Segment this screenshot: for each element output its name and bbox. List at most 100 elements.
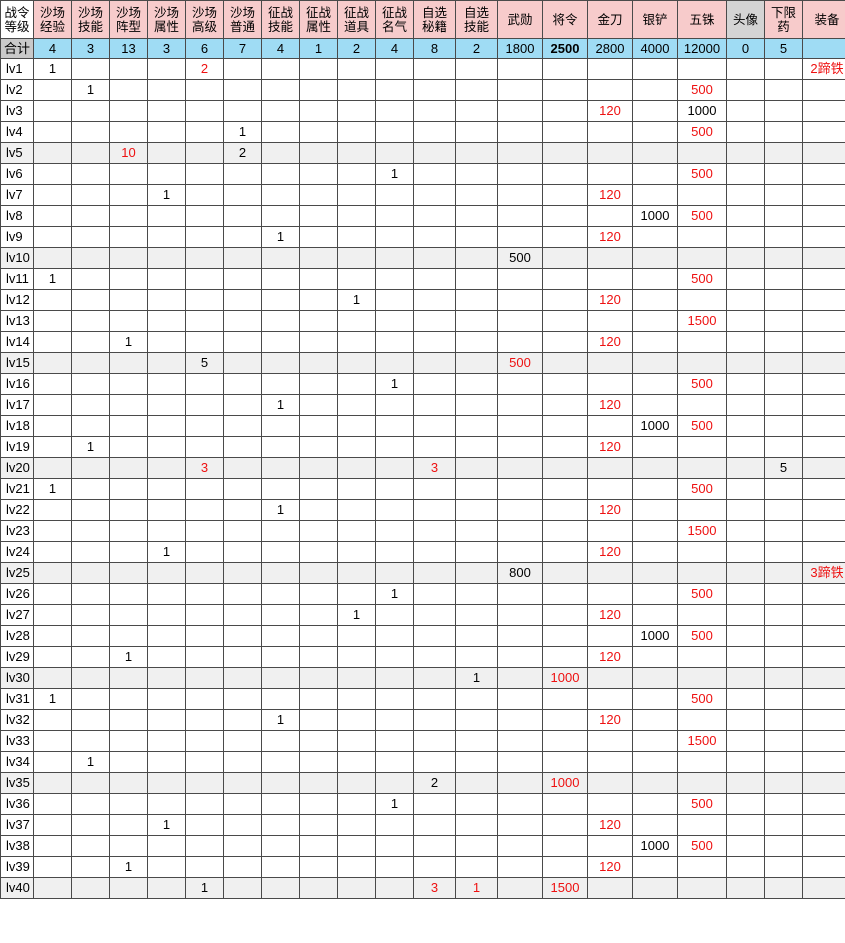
column-header-touxiang[interactable]: 头像	[726, 0, 765, 39]
table-row[interactable]: lv4 1 500	[0, 121, 845, 143]
table-row[interactable]: lv25 800 3蹄铁	[0, 562, 845, 584]
cell-zx_skill	[455, 415, 498, 437]
table-row[interactable]: lv6 1 500	[0, 163, 845, 185]
table-row[interactable]: lv10500300	[0, 247, 845, 269]
cell-sc_norm	[223, 814, 262, 836]
table-row[interactable]: lv31 1 500	[0, 688, 845, 710]
table-row[interactable]: lv35 2 1000	[0, 772, 845, 794]
table-row[interactable]: lv18 1000 500	[0, 415, 845, 437]
cell-zz_item	[337, 793, 376, 815]
cell-sc_norm	[223, 58, 262, 80]
total-cell-zz_skill: 4	[261, 38, 300, 59]
cell-wuxun	[497, 79, 543, 101]
cell-sc_form	[109, 289, 148, 311]
cell-zz_item	[337, 751, 376, 773]
table-row[interactable]: lv22 1 120	[0, 499, 845, 521]
column-header-zz_attr[interactable]: 征战 属性	[299, 0, 338, 39]
table-row[interactable]: lv36 1 500	[0, 793, 845, 815]
table-row[interactable]: lv21 1 500	[0, 478, 845, 500]
table-row[interactable]: lv7 1 120	[0, 184, 845, 206]
column-header-wuxun[interactable]: 武勋	[497, 0, 543, 39]
table-row[interactable]: lv37 1 120	[0, 814, 845, 836]
table-row[interactable]: lv9 1 120	[0, 226, 845, 248]
column-header-zx_book[interactable]: 自选 秘籍	[413, 0, 456, 39]
column-header-line2: 属性	[153, 19, 179, 34]
table-row[interactable]: lv8 1000 500	[0, 205, 845, 227]
table-row[interactable]: lv24 1 120	[0, 541, 845, 563]
row-level-label: lv16	[0, 373, 34, 395]
table-row[interactable]: lv33 1500	[0, 730, 845, 752]
cell-jiangling	[542, 289, 588, 311]
table-row[interactable]: lv341120	[0, 751, 845, 773]
table-row[interactable]: lv26 1 500	[0, 583, 845, 605]
table-row[interactable]: lv16 1 500	[0, 373, 845, 395]
cell-zz_attr	[299, 478, 338, 500]
cell-sc_exp	[33, 772, 72, 794]
cell-zx_book	[413, 289, 456, 311]
cell-sc_form	[109, 457, 148, 479]
table-row[interactable]: lv15 5 500	[0, 352, 845, 374]
column-header-zz_item[interactable]: 征战 道具	[337, 0, 376, 39]
cell-wuzhu	[677, 226, 727, 248]
column-header-line2: 经验	[39, 19, 65, 34]
cell-touxiang	[726, 205, 765, 227]
cell-sc_exp	[33, 436, 72, 458]
table-row[interactable]: lv2 1 500	[0, 79, 845, 101]
column-header-jiangling[interactable]: 将令	[542, 0, 588, 39]
table-row[interactable]: lv29 1 120	[0, 646, 845, 668]
column-header-zz_fame[interactable]: 征战 名气	[375, 0, 414, 39]
table-row[interactable]: lv1 1 2 2蹄铁	[0, 58, 845, 80]
column-header-sc_attr[interactable]: 沙场 属性	[147, 0, 186, 39]
cell-sc_high	[185, 583, 224, 605]
cell-sc_norm	[223, 184, 262, 206]
table-row[interactable]: lv11 1 500	[0, 268, 845, 290]
table-row[interactable]: lv32 1 120	[0, 709, 845, 731]
column-header-sc_skill[interactable]: 沙场 技能	[71, 0, 110, 39]
column-header-zz_skill[interactable]: 征战 技能	[261, 0, 300, 39]
table-row[interactable]: lv401311500500	[0, 877, 845, 899]
table-row[interactable]: lv19 1 120	[0, 436, 845, 458]
cell-jindao	[587, 58, 633, 80]
column-header-zx_skill[interactable]: 自选 技能	[455, 0, 498, 39]
cell-wuxun	[497, 688, 543, 710]
table-row[interactable]: lv17 1 120	[0, 394, 845, 416]
cell-sc_form	[109, 520, 148, 542]
table-row[interactable]: lv3 120 1000	[0, 100, 845, 122]
table-row[interactable]: lv20 3 3 5	[0, 457, 845, 479]
cell-sc_norm	[223, 499, 262, 521]
cell-xiaxianyao	[764, 877, 803, 899]
column-header-line2: 技能	[463, 19, 489, 34]
table-row[interactable]: lv28 1000 500	[0, 625, 845, 647]
table-row[interactable]: lv38 1000 500	[0, 835, 845, 857]
cell-sc_skill	[71, 856, 110, 878]
column-header-level[interactable]: 战令 等级	[0, 0, 34, 39]
cell-sc_high	[185, 226, 224, 248]
cell-xiaxianyao	[764, 478, 803, 500]
column-header-sc_norm[interactable]: 沙场 普通	[223, 0, 262, 39]
table-row[interactable]: lv39 1 120	[0, 856, 845, 878]
column-header-zhuangbei[interactable]: 装备	[802, 0, 845, 39]
column-header-sc_form[interactable]: 沙场 阵型	[109, 0, 148, 39]
cell-sc_norm	[223, 457, 262, 479]
cell-sc_form: 10	[109, 142, 148, 164]
cell-jiangling	[542, 688, 588, 710]
column-header-sc_high[interactable]: 沙场 高级	[185, 0, 224, 39]
cell-yinchan: 1000	[632, 415, 678, 437]
table-row[interactable]: lv27 1 120	[0, 604, 845, 626]
table-row[interactable]: lv13 1500	[0, 310, 845, 332]
table-row[interactable]: lv23 1500	[0, 520, 845, 542]
column-header-jindao[interactable]: 金刀	[587, 0, 633, 39]
cell-jindao	[587, 625, 633, 647]
table-row[interactable]: lv14 1 120	[0, 331, 845, 353]
column-header-sc_exp[interactable]: 沙场 经验	[33, 0, 72, 39]
table-row[interactable]: lv30 1 1000	[0, 667, 845, 689]
column-header-xiaxianyao[interactable]: 下限药	[764, 0, 803, 39]
table-row[interactable]: lv5 10 2	[0, 142, 845, 164]
cell-wuxun	[497, 730, 543, 752]
column-header-wuzhu[interactable]: 五铢	[677, 0, 727, 39]
table-row[interactable]: lv12 1 120	[0, 289, 845, 311]
cell-jindao	[587, 772, 633, 794]
cell-zhuangbei	[802, 352, 845, 374]
column-header-yinchan[interactable]: 银铲	[632, 0, 678, 39]
cell-zx_skill	[455, 121, 498, 143]
